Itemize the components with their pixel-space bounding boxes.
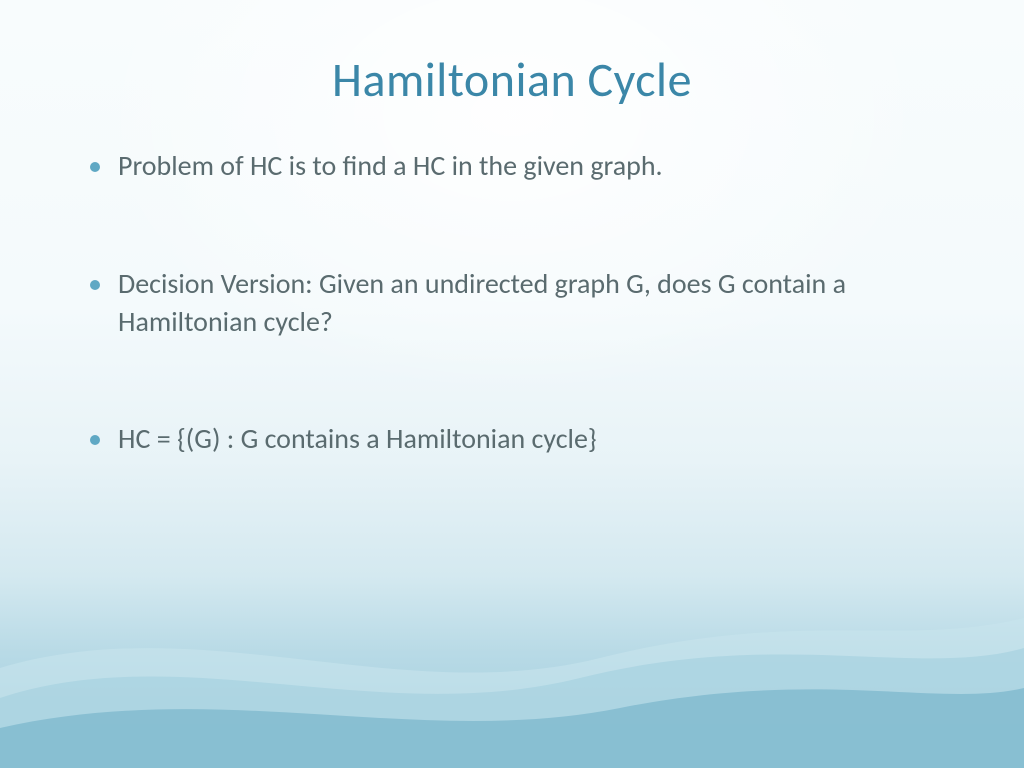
slide-content: Hamiltonian Cycle Problem of HC is to fi…: [0, 0, 1024, 458]
slide-title: Hamiltonian Cycle: [70, 50, 954, 109]
bullet-item: Decision Version: Given an undirected gr…: [90, 265, 954, 341]
wave-decoration: [0, 568, 1024, 768]
bullet-list: Problem of HC is to find a HC in the giv…: [70, 147, 954, 458]
bullet-item: HC = {(G) : G contains a Hamiltonian cyc…: [90, 420, 954, 458]
bullet-item: Problem of HC is to find a HC in the giv…: [90, 147, 954, 185]
